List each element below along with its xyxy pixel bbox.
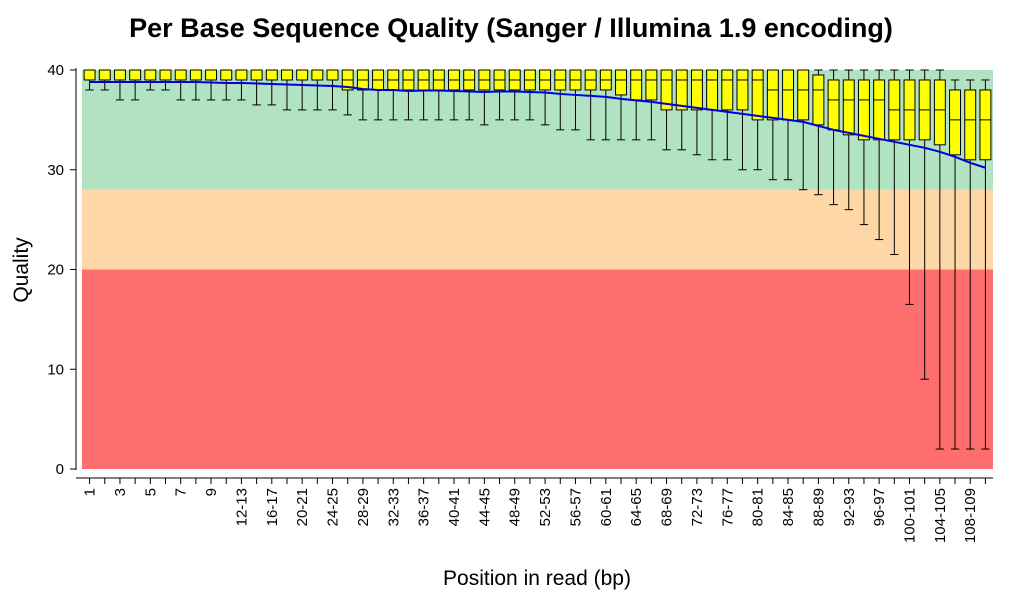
box (250, 69, 263, 81)
x-tick-label: 44-45 (476, 488, 493, 526)
y-axis-label: Quality (10, 237, 33, 303)
box (113, 69, 126, 81)
x-tick-label: 84-85 (780, 488, 797, 526)
x-tick-label: 48-49 (507, 488, 524, 526)
x-tick-label: 24-25 (325, 488, 342, 526)
band-poor (82, 269, 993, 469)
x-tick-label: 12-13 (233, 488, 250, 526)
box (615, 69, 627, 96)
box (842, 79, 855, 136)
box (706, 69, 719, 111)
box (326, 69, 339, 81)
y-tick-label: 10 (47, 361, 64, 378)
box (189, 69, 202, 81)
box (296, 69, 309, 81)
box (721, 69, 734, 111)
box (933, 79, 946, 146)
chart-title: Per Base Sequence Quality (Sanger / Illu… (129, 13, 893, 43)
box (174, 69, 187, 81)
box (690, 69, 703, 111)
x-tick-label: 88-89 (810, 488, 827, 526)
x-tick-label: 20-21 (294, 488, 311, 526)
mean-line (89, 80, 986, 169)
medians-group (84, 69, 991, 121)
x-tick-label: 80-81 (750, 488, 767, 526)
y-tick-label: 20 (47, 262, 64, 279)
box (220, 69, 233, 81)
y-tick-label: 30 (47, 162, 64, 179)
band-reasonable (82, 189, 993, 270)
x-tick-label: 72-73 (689, 488, 706, 526)
x-tick-label: 56-57 (567, 488, 584, 526)
y-tick-label: 0 (56, 461, 64, 478)
y-tick-label: 40 (47, 62, 64, 79)
x-tick-label: 3 (112, 488, 129, 496)
x-tick-label: 104-105 (932, 488, 949, 543)
box (311, 69, 324, 81)
x-tick-label: 108-109 (962, 488, 979, 543)
x-tick-label: 92-93 (841, 488, 858, 526)
x-tick-label: 7 (173, 488, 190, 496)
x-tick-label: 40-41 (446, 488, 463, 526)
x-tick-label: 64-65 (628, 488, 645, 526)
x-ticks: 1 3 5 7 9 12-13 16-17 20-21 24-25 28-29 32-33 36-37… (82, 478, 986, 543)
box (235, 69, 248, 81)
x-axis-label: Position in read (bp) (443, 567, 631, 590)
box (827, 79, 840, 131)
quality-bands (82, 70, 993, 469)
x-tick-label: 52-53 (537, 488, 554, 526)
box (675, 69, 688, 111)
x-tick-label: 100-101 (901, 488, 918, 543)
x-tick-label: 28-29 (355, 488, 372, 526)
band-good (82, 70, 993, 190)
box (979, 89, 992, 161)
box (205, 69, 218, 81)
box (949, 89, 962, 156)
box (159, 69, 172, 81)
box (751, 69, 764, 121)
box (129, 69, 142, 81)
x-tick-label: 96-97 (871, 488, 888, 526)
x-tick-label: 32-33 (385, 488, 402, 526)
box (630, 69, 643, 101)
box (98, 69, 111, 81)
box (766, 69, 779, 121)
box (83, 69, 96, 81)
x-tick-label: 16-17 (264, 488, 281, 526)
box (797, 69, 810, 121)
x-tick-label: 5 (142, 488, 159, 496)
box (782, 69, 794, 121)
box (645, 69, 658, 101)
x-tick-label: 36-37 (416, 488, 433, 526)
box (812, 74, 825, 126)
box (144, 69, 157, 81)
box (873, 79, 886, 141)
box (660, 69, 673, 111)
box (857, 79, 870, 141)
x-tick-label: 76-77 (719, 488, 736, 526)
x-tick-label: 1 (82, 488, 99, 496)
box (265, 69, 278, 81)
box (736, 69, 749, 111)
x-tick-label: 60-61 (598, 488, 615, 526)
box (281, 69, 293, 81)
box (964, 89, 977, 161)
x-tick-label: 9 (203, 488, 220, 496)
y-ticks: 0 10 20 30 40 (47, 62, 76, 478)
x-tick-label: 68-69 (659, 488, 676, 526)
